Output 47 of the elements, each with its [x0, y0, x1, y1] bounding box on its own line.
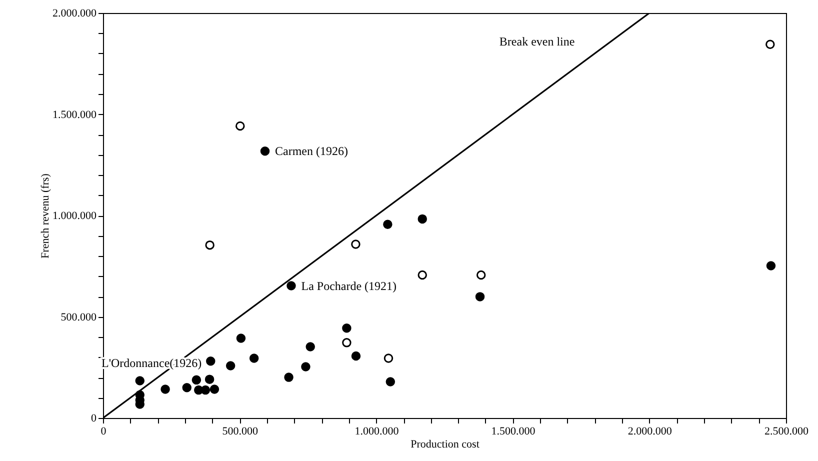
point: [286, 281, 296, 290]
point: [200, 385, 210, 395]
y-tick-label: 1.000.000: [52, 210, 97, 222]
y-axis-title: French revenu (frs): [40, 173, 52, 258]
point: [476, 270, 486, 280]
point: [351, 240, 360, 249]
point: [236, 121, 245, 131]
x-axis-title: Production cost: [410, 438, 480, 450]
point: [260, 146, 270, 156]
point: [384, 354, 394, 363]
point: [206, 356, 216, 366]
point: [342, 323, 352, 333]
point: [192, 375, 202, 385]
point: [210, 384, 220, 394]
point: [418, 214, 427, 224]
point: [284, 372, 294, 382]
point: [475, 292, 485, 302]
point: [249, 354, 259, 363]
point: [226, 361, 236, 370]
x-tick-label: 0: [100, 426, 107, 438]
x-tick-label: 2.000.000: [628, 426, 672, 438]
point: [205, 240, 214, 250]
y-tick-label: 2.000.000: [52, 8, 97, 20]
x-tick-label: 1.500.000: [491, 426, 536, 438]
y-tick-label: 0: [91, 412, 97, 424]
point: [418, 270, 427, 280]
point: [301, 362, 310, 372]
x-tick-label: 1.000.000: [354, 426, 400, 438]
point: [342, 338, 352, 348]
x-tick-label: 500.000: [222, 426, 258, 438]
point: [351, 351, 361, 361]
annotation: Carmen (1926): [275, 144, 348, 158]
point: [204, 374, 214, 384]
point: [236, 334, 246, 343]
point: [766, 40, 775, 50]
point: [160, 384, 170, 394]
annotation: Break even line: [499, 34, 575, 48]
point: [766, 261, 776, 270]
x-tick-label: 2.500.000: [764, 426, 809, 438]
point: [182, 383, 192, 392]
annotation: La Pocharde (1921): [301, 278, 397, 293]
point: [135, 376, 145, 386]
y-tick-label: 1.500.000: [52, 108, 97, 121]
y-tick-label: 500.000: [60, 311, 97, 324]
point: [383, 220, 392, 230]
point: [306, 342, 315, 352]
point: [386, 377, 396, 386]
